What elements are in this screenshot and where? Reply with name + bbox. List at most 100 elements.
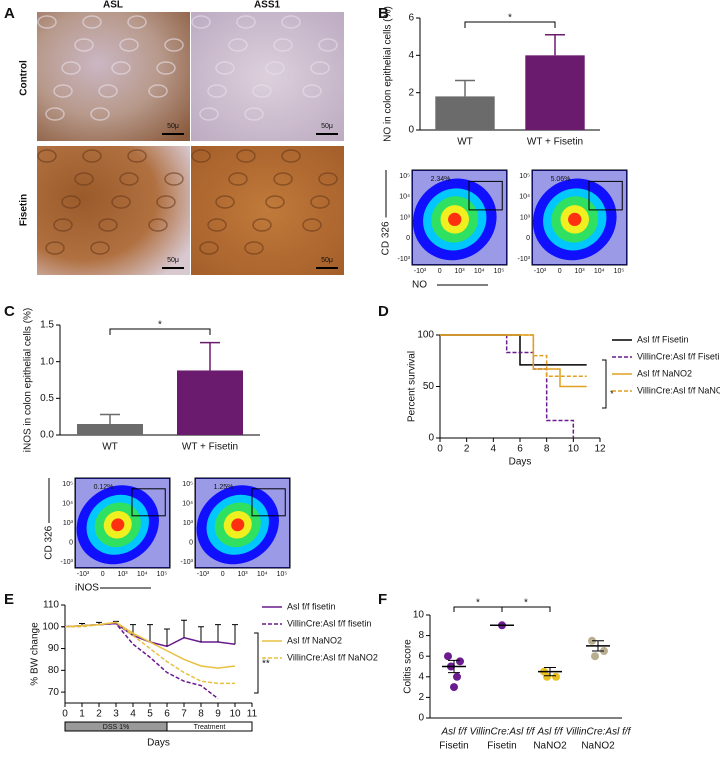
y-tick-label: -10³ xyxy=(61,559,74,566)
x-axis-label: Days xyxy=(147,738,170,749)
tissue-texture xyxy=(148,218,168,232)
legend-label: Asl f/f Fisetin xyxy=(637,334,689,344)
x-tick-label: 0 xyxy=(438,268,442,275)
tissue-texture xyxy=(119,38,139,52)
data-point xyxy=(456,657,464,666)
x-tick-label: WT + Fisetin xyxy=(527,137,583,148)
y-axis-label: Colitis score xyxy=(403,639,414,694)
x-tick-label: 3 xyxy=(113,709,119,720)
y-tick-label: 70 xyxy=(48,687,60,698)
flow-xlabel: iNOS xyxy=(75,583,99,594)
x-tick-label: 6 xyxy=(517,444,523,455)
tissue-texture xyxy=(90,107,110,121)
y-tick-label: -10³ xyxy=(181,559,194,566)
tissue-texture xyxy=(191,149,211,163)
tissue-texture xyxy=(281,15,301,29)
sem-bar xyxy=(544,667,556,677)
tissue-texture xyxy=(37,149,57,163)
legend-label: Asl f/f fisetin xyxy=(287,601,336,611)
tissue-texture xyxy=(53,84,73,98)
x-tick-label: 10⁵ xyxy=(277,571,288,578)
y-axis-label: Percent survival xyxy=(407,351,418,422)
tissue-texture xyxy=(252,84,272,98)
y-tick-label: 0 xyxy=(526,235,530,242)
y-tick-label: 0 xyxy=(406,235,410,242)
y-tick-label: 10⁴ xyxy=(182,500,193,507)
y-tick-label: 2 xyxy=(408,87,414,98)
x-tick-label: 10³ xyxy=(237,571,248,578)
x-tick-label: 10⁴ xyxy=(257,571,268,578)
significance-bracket xyxy=(464,21,556,28)
y-tick-label: 8 xyxy=(418,630,424,641)
tissue-texture xyxy=(228,38,248,52)
y-tick-label: 6 xyxy=(408,13,414,24)
scale-bar-label: 50μ xyxy=(167,257,179,264)
sem-bar xyxy=(592,640,604,652)
error-bar xyxy=(147,624,153,643)
tissue-texture xyxy=(281,149,301,163)
legend-label: VillinCre:Asl f/f NaNO2 xyxy=(287,652,378,662)
x-tick-label: 10⁵ xyxy=(614,268,625,275)
tissue-texture xyxy=(273,172,293,186)
flow-density xyxy=(448,212,462,227)
y-tick-label: 10⁵ xyxy=(519,173,530,180)
tissue-texture xyxy=(111,195,131,209)
x-tick-label: -10³ xyxy=(414,268,427,275)
y-tick-label: 90 xyxy=(48,643,60,654)
tissue-texture xyxy=(98,84,118,98)
significance-label: ** xyxy=(262,659,270,670)
x-tick-label: -10³ xyxy=(77,571,90,578)
x-tick-label: Asl f/f xyxy=(536,727,563,738)
y-tick-label: 100 xyxy=(417,330,434,341)
tissue-texture xyxy=(215,61,235,75)
x-tick-label: 10³ xyxy=(574,268,585,275)
tissue-texture xyxy=(273,38,293,52)
column-label: ASL xyxy=(103,0,123,11)
sem-bar xyxy=(448,659,460,674)
tissue-texture xyxy=(207,218,227,232)
y-tick-label: 10⁵ xyxy=(182,481,193,488)
x-tick-label: VillinCre:Asl f/f xyxy=(470,727,536,738)
y-tick-label: 10⁵ xyxy=(62,481,73,488)
x-tick-label: 0 xyxy=(221,571,225,578)
histology-image xyxy=(191,146,344,275)
histology-image xyxy=(37,146,190,275)
tissue-texture xyxy=(310,61,330,75)
x-tick-label: Asl f/f xyxy=(440,727,467,738)
y-tick-label: 6 xyxy=(418,651,424,662)
y-tick-label: 10 xyxy=(413,610,425,621)
tissue-texture xyxy=(318,172,338,186)
bar xyxy=(435,96,495,130)
error-bar xyxy=(232,624,238,645)
tissue-texture xyxy=(191,15,211,29)
bar xyxy=(525,55,585,131)
data-point xyxy=(591,652,599,661)
tissue-texture xyxy=(302,218,322,232)
y-tick-label: 0 xyxy=(189,539,193,546)
x-tick-label: Fisetin xyxy=(439,741,468,752)
y-tick-label: 4 xyxy=(408,50,414,61)
y-axis-label: NO in colon epithelial cells (%) xyxy=(383,6,394,142)
significance-label: * xyxy=(524,598,528,609)
legend-label: VillinCre:Asl f/f NaNO2 xyxy=(637,385,720,395)
x-tick-label: 0 xyxy=(62,709,68,720)
y-tick-label: 10³ xyxy=(400,214,411,221)
significance-label: * xyxy=(610,389,614,400)
tissue-texture xyxy=(207,84,227,98)
x-tick-label: 9 xyxy=(215,709,221,720)
y-tick-label: 10³ xyxy=(520,214,531,221)
tissue-texture xyxy=(82,149,102,163)
row-label: Fisetin xyxy=(19,194,30,226)
survival-curve xyxy=(440,334,587,388)
tissue-texture xyxy=(164,38,184,52)
y-tick-label: 10⁴ xyxy=(519,194,530,201)
tissue-texture xyxy=(61,195,81,209)
x-tick-label: 11 xyxy=(247,709,258,720)
x-tick-label: 5 xyxy=(147,709,153,720)
x-tick-label: 0 xyxy=(437,444,443,455)
x-tick-label: 7 xyxy=(181,709,187,720)
x-tick-label: 0 xyxy=(101,571,105,578)
y-tick-label: 10³ xyxy=(183,520,194,527)
y-tick-label: 110 xyxy=(43,600,59,611)
flow-density xyxy=(231,518,245,532)
